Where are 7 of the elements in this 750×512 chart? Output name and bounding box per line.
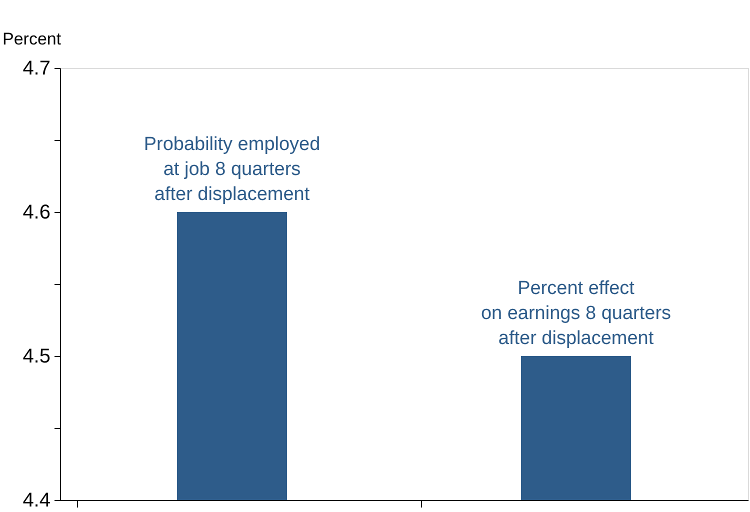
y-axis-title: Percent: [2, 30, 62, 48]
category-label: Percent effect on earnings 8 quarters after displacement: [480, 278, 672, 349]
y-tick-label: 4.7: [22, 58, 50, 80]
y-tick-label: 4.4: [22, 490, 50, 512]
y-tick-label: 4.6: [22, 202, 50, 224]
category-label: Probability employed at job 8 quarters after displacement: [144, 134, 320, 205]
y-tick-label: 4.5: [22, 346, 50, 368]
